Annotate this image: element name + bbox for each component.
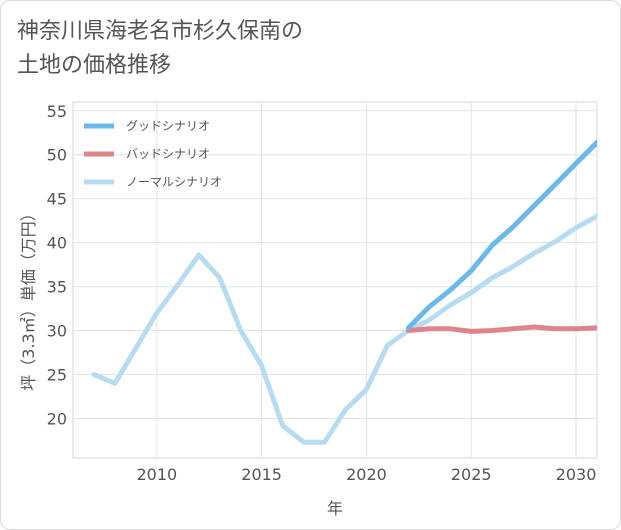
y-tick-label: 55 xyxy=(47,102,67,121)
y-axis-label: 坪（3.3㎡）単価（万円） xyxy=(19,205,38,390)
y-tick-label: 50 xyxy=(47,146,67,165)
x-tick-label: 2025 xyxy=(451,465,492,484)
y-tick-labels: 20 25 30 35 40 45 50 55 xyxy=(47,102,67,429)
x-tick-labels: 2010 2015 2020 2025 2030 xyxy=(136,465,596,484)
chart-title-line-2: 土地の価格推移 xyxy=(17,53,172,78)
y-tick-label: 30 xyxy=(47,322,67,341)
x-tick-label: 2030 xyxy=(556,465,597,484)
y-tick-label: 35 xyxy=(47,278,67,297)
series-line-3 xyxy=(91,213,597,445)
y-tick-label: 20 xyxy=(47,409,67,428)
series-line-1 xyxy=(405,139,597,331)
x-tick-label: 2020 xyxy=(346,465,387,484)
y-tick-label: 45 xyxy=(47,190,67,209)
y-tick-label: 25 xyxy=(47,365,67,384)
plot-area xyxy=(72,101,598,459)
legend-label: バッドシナリオ xyxy=(126,147,210,161)
grid-lines xyxy=(73,102,597,458)
legend-label: ノーマルシナリオ xyxy=(126,175,222,189)
legend-label: グッドシナリオ xyxy=(126,119,210,133)
chart-title-line-1: 神奈川県海老名市杉久保南の xyxy=(17,19,304,44)
series-line-2 xyxy=(405,324,597,334)
series-lines xyxy=(91,139,597,445)
x-tick-label: 2015 xyxy=(241,465,282,484)
x-tick-label: 2010 xyxy=(136,465,177,484)
y-tick-label: 40 xyxy=(47,234,67,253)
x-axis-label: 年 xyxy=(327,499,343,518)
chart-title: 神奈川県海老名市杉久保南の 土地の価格推移 xyxy=(17,15,303,83)
